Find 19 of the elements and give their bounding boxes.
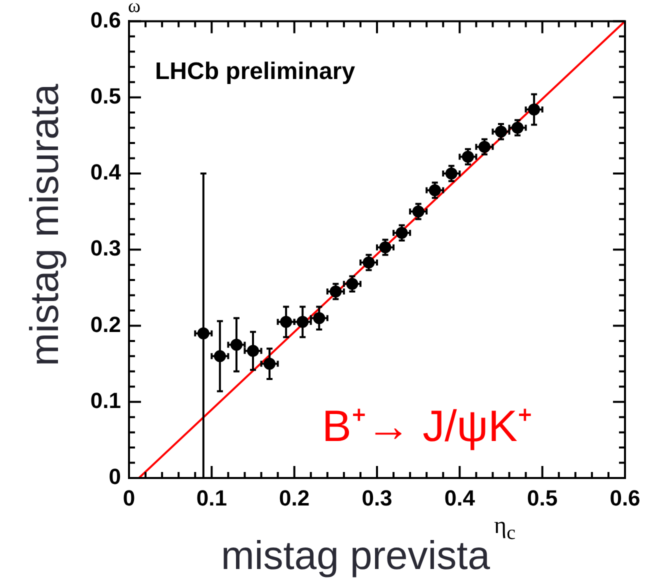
text: η$_{c}$ — [494, 513, 516, 544]
x-tick-label: 0.6 — [610, 485, 640, 510]
x-tick-label: 0.4 — [444, 485, 476, 510]
x-tick-label: 0.3 — [362, 485, 392, 510]
y-tick-label: 0.1 — [90, 388, 121, 413]
y-tick-label: 0.2 — [90, 312, 121, 337]
y-tick-label: 0.6 — [90, 7, 121, 32]
y-tick-label: 0.4 — [90, 160, 122, 185]
annotation: LHCb preliminary — [155, 58, 356, 85]
x-axis-title: mistag prevista — [221, 534, 490, 578]
annotation: B⁺→ J/ψK⁺ — [322, 402, 533, 451]
x-tick-label: 0.2 — [279, 485, 310, 510]
y-tick-label: 0.5 — [90, 83, 121, 108]
x-tick-label: 0.1 — [196, 485, 227, 510]
x-tick-label: 0.5 — [527, 485, 558, 510]
y-tick-label: 0 — [108, 464, 121, 490]
text: ω — [128, 0, 141, 17]
y-axis-title: mistag misurata — [23, 84, 67, 366]
y-tick-label: 0.3 — [90, 236, 121, 261]
